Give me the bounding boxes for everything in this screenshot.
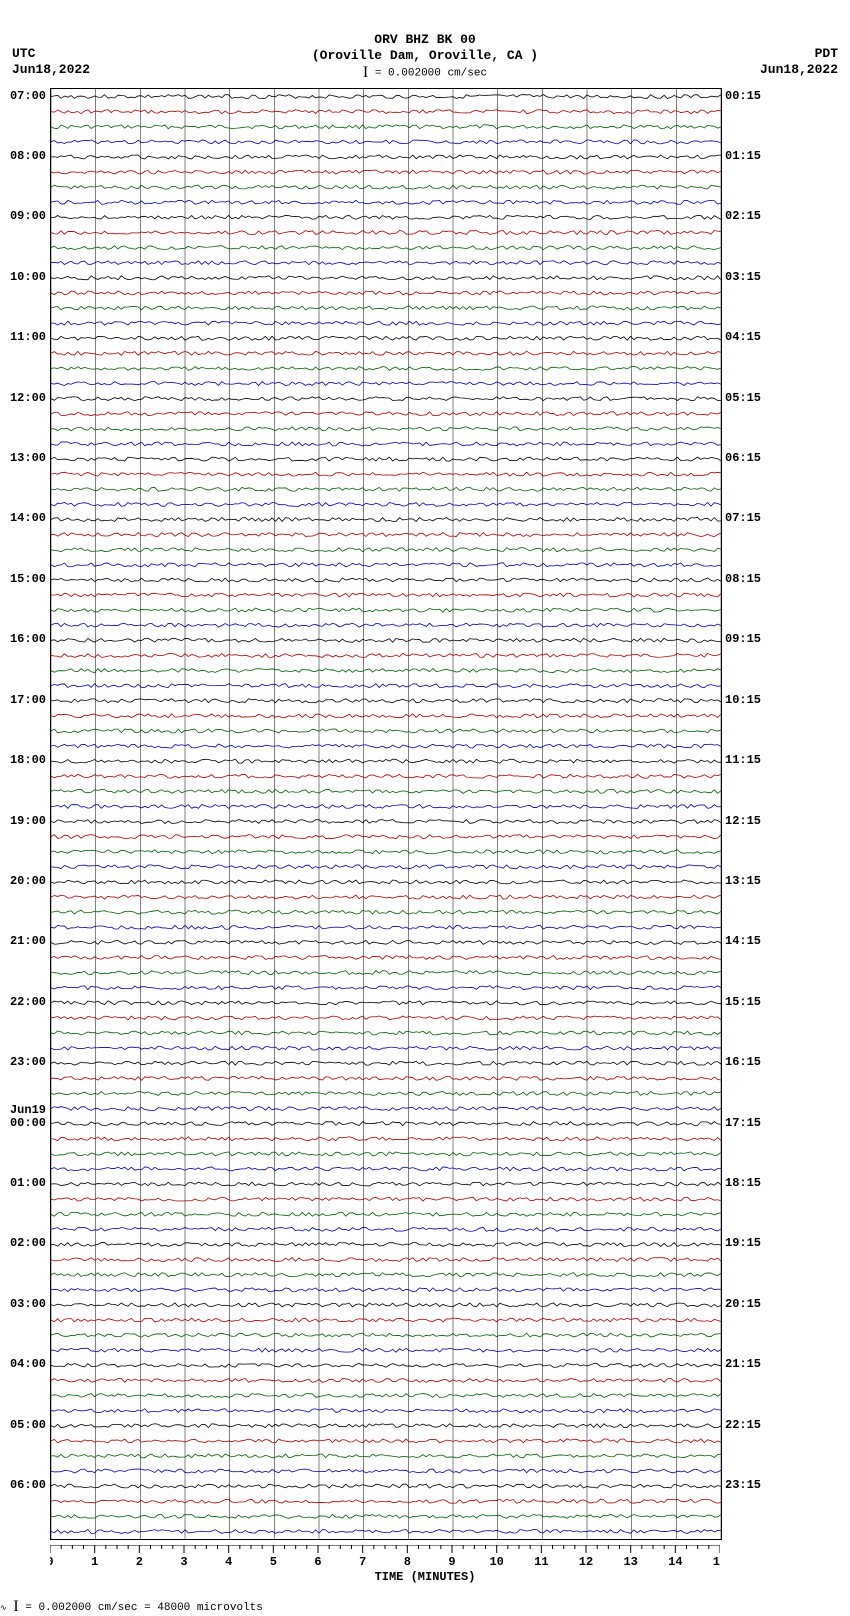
pdt-hour-label: 17:15 <box>725 1116 761 1130</box>
utc-hour-label: 20:00 <box>10 874 46 888</box>
svg-text:0: 0 <box>50 1555 54 1569</box>
svg-text:5: 5 <box>270 1555 277 1569</box>
utc-hour-label: 21:00 <box>10 934 46 948</box>
utc-header: UTC Jun18,2022 <box>12 46 90 77</box>
svg-text:14: 14 <box>668 1555 682 1569</box>
pdt-hour-label: 05:15 <box>725 391 761 405</box>
pdt-hour-label: 20:15 <box>725 1297 761 1311</box>
pdt-hour-label: 01:15 <box>725 149 761 163</box>
utc-hour-label: 23:00 <box>10 1055 46 1069</box>
pdt-hour-label: 23:15 <box>725 1478 761 1492</box>
svg-text:15: 15 <box>713 1555 720 1569</box>
footer-wave-icon: ∿ <box>0 1604 7 1613</box>
utc-time-axis: 07:00 08:00 09:00 10:00 11:00 12:00 13:00 14:00… <box>0 88 48 1538</box>
pdt-hour-label: 12:15 <box>725 814 761 828</box>
pdt-time-axis: 00:15 01:15 02:15 03:15 04:15 05:15 06:15 07:15… <box>723 88 783 1538</box>
pdt-hour-label: 19:15 <box>725 1236 761 1250</box>
svg-text:11: 11 <box>534 1555 548 1569</box>
footer-text: = 0.002000 cm/sec = 48000 microvolts <box>25 1602 263 1614</box>
utc-hour-label: 08:00 <box>10 149 46 163</box>
utc-hour-label: 16:00 <box>10 632 46 646</box>
seismogram-container: ORV BHZ BK 00 (Oroville Dam, Oroville, C… <box>0 0 850 1613</box>
svg-text:10: 10 <box>489 1555 503 1569</box>
svg-text:13: 13 <box>623 1555 637 1569</box>
utc-hour-label: 12:00 <box>10 391 46 405</box>
plot-area <box>50 88 722 1540</box>
pdt-hour-label: 00:15 <box>725 89 761 103</box>
utc-hour-label: 07:00 <box>10 89 46 103</box>
pdt-hour-label: 13:15 <box>725 874 761 888</box>
svg-text:4: 4 <box>225 1555 232 1569</box>
svg-text:12: 12 <box>579 1555 593 1569</box>
pdt-hour-label: 14:15 <box>725 934 761 948</box>
utc-hour-label: 02:00 <box>10 1236 46 1250</box>
utc-hour-label: 06:00 <box>10 1478 46 1492</box>
svg-text:7: 7 <box>359 1555 366 1569</box>
pdt-hour-label: 06:15 <box>725 451 761 465</box>
footer-scale: ∿ I = 0.002000 cm/sec = 48000 microvolts <box>0 1598 263 1616</box>
utc-hour-label: 04:00 <box>10 1357 46 1371</box>
pdt-hour-label: 08:15 <box>725 572 761 586</box>
pdt-hour-label: 16:15 <box>725 1055 761 1069</box>
svg-text:6: 6 <box>314 1555 321 1569</box>
scale-bar-icon: I <box>363 63 368 82</box>
utc-hour-label: 00:00 <box>10 1116 46 1130</box>
title-block: ORV BHZ BK 00 (Oroville Dam, Oroville, C… <box>0 32 850 82</box>
scale-indicator: I = 0.002000 cm/sec <box>0 63 850 82</box>
utc-tz: UTC <box>12 46 90 62</box>
scale-value: = 0.002000 cm/sec <box>375 68 487 80</box>
utc-hour-label: 05:00 <box>10 1418 46 1432</box>
pdt-hour-label: 15:15 <box>725 995 761 1009</box>
utc-hour-label: 14:00 <box>10 511 46 525</box>
svg-text:1: 1 <box>91 1555 98 1569</box>
svg-text:8: 8 <box>404 1555 411 1569</box>
pdt-tz: PDT <box>760 46 838 62</box>
utc-hour-label: 09:00 <box>10 209 46 223</box>
utc-hour-label: 11:00 <box>10 330 46 344</box>
svg-text:2: 2 <box>136 1555 143 1569</box>
pdt-hour-label: 03:15 <box>725 270 761 284</box>
utc-hour-label: 19:00 <box>10 814 46 828</box>
utc-day-change: Jun19 <box>10 1103 46 1117</box>
pdt-hour-label: 11:15 <box>725 753 761 767</box>
utc-hour-label: 17:00 <box>10 693 46 707</box>
pdt-hour-label: 07:15 <box>725 511 761 525</box>
pdt-header: PDT Jun18,2022 <box>760 46 838 77</box>
utc-hour-label: 13:00 <box>10 451 46 465</box>
utc-hour-label: 03:00 <box>10 1297 46 1311</box>
utc-hour-label: 18:00 <box>10 753 46 767</box>
pdt-hour-label: 10:15 <box>725 693 761 707</box>
seismogram-svg <box>51 89 721 1539</box>
utc-hour-label: 22:00 <box>10 995 46 1009</box>
pdt-date: Jun18,2022 <box>760 62 838 78</box>
pdt-hour-label: 22:15 <box>725 1418 761 1432</box>
station-location: (Oroville Dam, Oroville, CA ) <box>0 48 850 64</box>
pdt-hour-label: 09:15 <box>725 632 761 646</box>
station-code: ORV BHZ BK 00 <box>0 32 850 48</box>
utc-date: Jun18,2022 <box>12 62 90 78</box>
pdt-hour-label: 18:15 <box>725 1176 761 1190</box>
utc-hour-label: 01:00 <box>10 1176 46 1190</box>
pdt-hour-label: 04:15 <box>725 330 761 344</box>
pdt-hour-label: 21:15 <box>725 1357 761 1371</box>
x-axis-label: TIME (MINUTES) <box>0 1570 850 1584</box>
utc-hour-label: 10:00 <box>10 270 46 284</box>
pdt-hour-label: 02:15 <box>725 209 761 223</box>
footer-bar-icon: I <box>13 1598 18 1616</box>
svg-text:9: 9 <box>448 1555 455 1569</box>
svg-text:3: 3 <box>180 1555 187 1569</box>
utc-hour-label: 15:00 <box>10 572 46 586</box>
